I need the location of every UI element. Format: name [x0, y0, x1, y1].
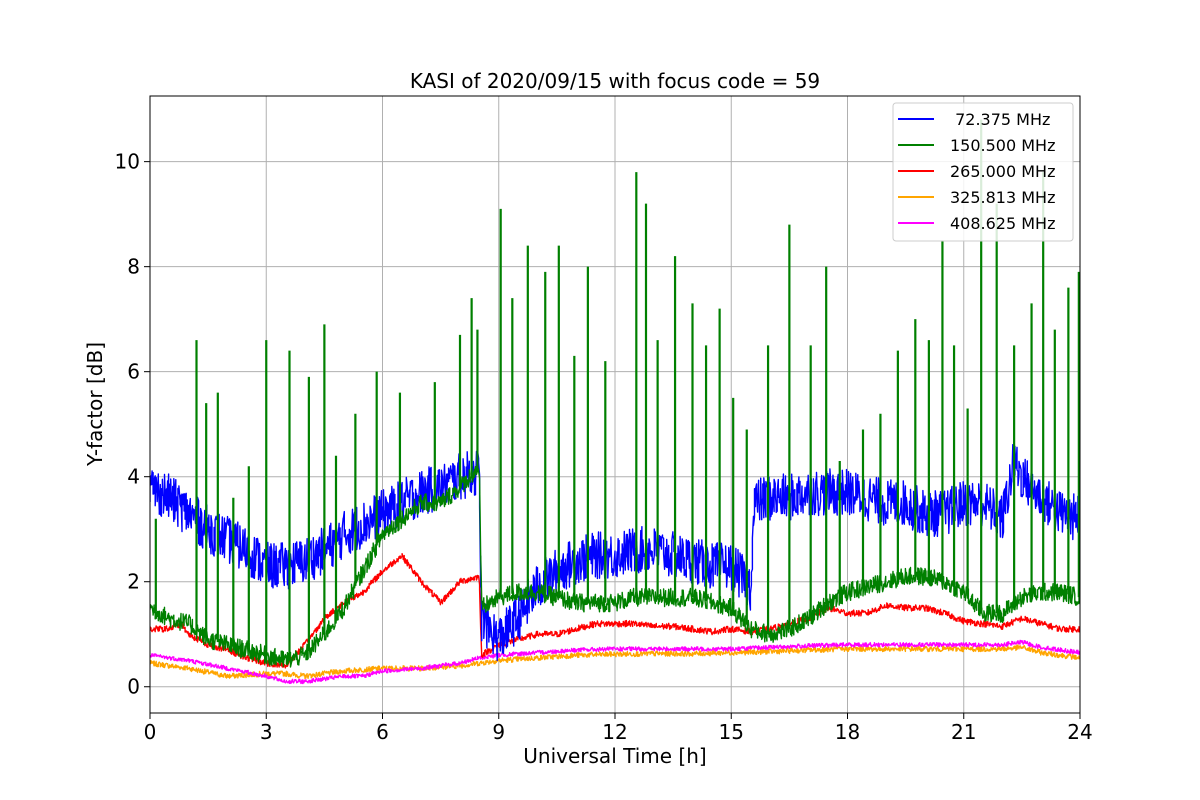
y-tick-label: 0: [127, 675, 140, 699]
series-2: [150, 553, 1080, 669]
series-line: [150, 444, 1080, 662]
legend-label: 150.500 MHz: [950, 136, 1055, 155]
series-line: [150, 553, 1080, 669]
chart-title: KASI of 2020/09/15 with focus code = 59: [410, 69, 820, 93]
legend-label: 408.625 MHz: [950, 214, 1055, 233]
y-tick-label: 2: [127, 570, 140, 594]
y-axis-ticks: 0 2 4 6 8 10: [115, 150, 150, 699]
y-tick-label: 4: [127, 465, 140, 489]
y-tick-label: 10: [115, 150, 140, 174]
x-tick-label: 9: [492, 720, 505, 744]
legend-label: 265.000 MHz: [950, 162, 1055, 181]
x-tick-label: 18: [835, 720, 860, 744]
x-tick-label: 12: [602, 720, 627, 744]
y-axis-label: Y-factor [dB]: [83, 342, 107, 467]
series-3: [150, 644, 1080, 680]
x-tick-label: 15: [719, 720, 744, 744]
series-line: [150, 644, 1080, 680]
x-tick-label: 6: [376, 720, 389, 744]
series-1: [150, 119, 1080, 668]
legend-label: 72.375 MHz: [950, 110, 1050, 129]
legend-label: 325.813 MHz: [950, 188, 1055, 207]
x-tick-label: 24: [1067, 720, 1092, 744]
series-layer: [150, 119, 1080, 685]
x-axis-ticks: 0 3 6 9 12 15 18 21 24: [144, 713, 1093, 744]
series-line: [150, 466, 1080, 668]
series-4: [150, 639, 1080, 685]
x-axis-label: Universal Time [h]: [523, 744, 706, 768]
series-line: [150, 639, 1080, 685]
y-tick-label: 8: [127, 255, 140, 279]
legend-box: [892, 102, 1074, 242]
x-tick-label: 0: [144, 720, 157, 744]
x-tick-label: 3: [260, 720, 273, 744]
legend: 72.375 MHz 150.500 MHz 265.000 MHz 325.813 …: [892, 102, 1074, 242]
x-tick-label: 21: [951, 720, 976, 744]
series-0: [150, 444, 1080, 662]
y-tick-label: 6: [127, 360, 140, 384]
